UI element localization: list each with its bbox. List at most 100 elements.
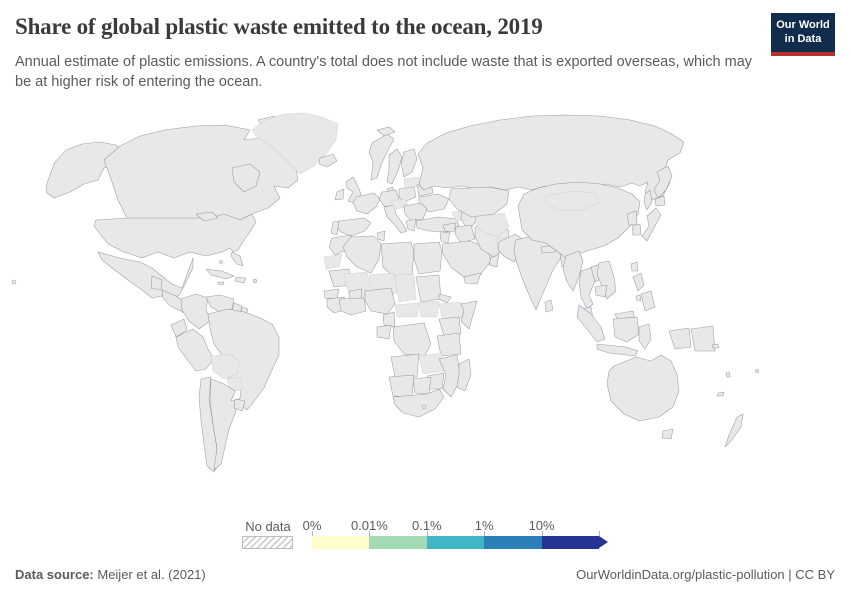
country-sweden[interactable] <box>386 148 403 185</box>
country-cuba[interactable] <box>205 268 235 280</box>
country-ethiopia[interactable] <box>438 301 468 323</box>
country-usa-florida[interactable] <box>230 251 244 267</box>
country-venezuela[interactable] <box>205 294 235 313</box>
country-congo-gabon[interactable] <box>376 324 392 340</box>
country-united-states[interactable] <box>93 213 257 259</box>
country-senegal[interactable] <box>323 288 340 300</box>
legend-bin-1-10[interactable] <box>484 536 542 549</box>
country-yemen[interactable] <box>463 272 482 285</box>
country-cameroon[interactable] <box>382 311 396 328</box>
country-chad[interactable] <box>394 273 417 303</box>
country-kazakhstan[interactable] <box>448 186 510 218</box>
country-south-korea[interactable] <box>631 223 642 236</box>
country-vanuatu[interactable] <box>725 371 731 378</box>
country-philippines-visayas[interactable] <box>635 294 642 302</box>
data-source-note: Data source: Meijer et al. (2021) <box>15 567 206 582</box>
country-central-asia[interactable] <box>474 212 510 238</box>
country-tasmania[interactable] <box>661 428 674 440</box>
country-hawaii[interactable] <box>11 279 17 285</box>
country-dr-congo[interactable] <box>392 322 432 358</box>
country-south-sudan[interactable] <box>418 300 440 318</box>
country-indonesia-west-papua[interactable] <box>668 327 692 350</box>
country-angola[interactable] <box>390 353 420 378</box>
country-indonesia-sulawesi[interactable] <box>638 323 652 350</box>
country-iceland[interactable] <box>318 153 338 168</box>
country-spain[interactable] <box>335 217 372 237</box>
country-svalbard[interactable] <box>376 126 396 137</box>
credit-link[interactable]: OurWorldinData.org/plastic-pollution | C… <box>576 567 835 582</box>
country-myanmar[interactable] <box>562 250 584 292</box>
country-somalia[interactable] <box>460 300 478 330</box>
country-peru[interactable] <box>175 328 215 372</box>
country-nigeria[interactable] <box>364 287 396 315</box>
country-burkina-faso[interactable] <box>348 288 363 300</box>
country-uruguay[interactable] <box>233 398 246 412</box>
country-central-african-republic[interactable] <box>394 302 420 318</box>
country-madagascar[interactable] <box>456 358 472 392</box>
legend-bin-0-0.01[interactable] <box>312 536 370 549</box>
country-ireland[interactable] <box>334 188 345 201</box>
country-tanzania[interactable] <box>436 332 462 357</box>
country-finland[interactable] <box>400 148 418 178</box>
country-botswana[interactable] <box>412 376 432 395</box>
country-egypt[interactable] <box>413 241 443 275</box>
country-russia-kamchatka[interactable] <box>653 165 673 199</box>
no-data-swatch[interactable] <box>242 536 293 549</box>
country-ecuador[interactable] <box>170 318 188 338</box>
country-indonesia-sumatra[interactable] <box>576 304 606 343</box>
country-mongolia[interactable] <box>544 190 599 211</box>
country-mexico[interactable] <box>97 251 194 300</box>
country-taiwan[interactable] <box>630 261 639 272</box>
country-south-africa[interactable] <box>392 388 445 418</box>
country-syria[interactable] <box>442 222 457 233</box>
country-tunisia[interactable] <box>376 230 386 242</box>
country-sudan[interactable] <box>415 274 442 303</box>
country-balkans[interactable] <box>403 202 428 222</box>
country-indonesia-java[interactable] <box>596 343 639 357</box>
country-mozambique[interactable] <box>438 354 462 398</box>
country-portugal[interactable] <box>330 220 340 236</box>
country-western-sahara[interactable] <box>323 253 343 270</box>
country-hispaniola[interactable] <box>234 276 247 284</box>
country-saudi-arabia[interactable] <box>441 240 492 278</box>
country-france[interactable] <box>352 192 381 215</box>
country-new-caledonia[interactable] <box>716 391 725 397</box>
country-indonesia-borneo[interactable] <box>612 316 640 343</box>
country-cambodia[interactable] <box>594 284 608 298</box>
country-papua-new-guinea[interactable] <box>690 325 716 352</box>
country-norway[interactable] <box>368 133 395 181</box>
country-greenland[interactable] <box>251 112 339 175</box>
country-vietnam[interactable] <box>596 260 617 300</box>
country-solomon-islands[interactable] <box>711 343 720 349</box>
legend-bin-0.01-0.1[interactable] <box>369 536 427 549</box>
country-jamaica[interactable] <box>217 281 225 286</box>
country-philippines-mindanao[interactable] <box>640 290 656 312</box>
country-australia[interactable] <box>606 354 680 422</box>
country-iraq[interactable] <box>454 224 476 244</box>
legend-bin-0.1-1[interactable] <box>426 536 485 549</box>
country-uganda-kenya[interactable] <box>438 316 462 337</box>
country-bahamas[interactable] <box>219 260 223 264</box>
country-ivory-coast-ghana[interactable] <box>338 297 367 316</box>
country-fiji[interactable] <box>755 369 759 373</box>
country-puerto-rico[interactable] <box>252 278 258 284</box>
country-jordan-israel[interactable] <box>439 231 451 244</box>
country-sri-lanka[interactable] <box>544 299 554 313</box>
country-bolivia[interactable] <box>210 353 240 380</box>
country-new-zealand[interactable] <box>724 413 744 448</box>
country-japan-hokkaido[interactable] <box>654 195 666 207</box>
country-philippines-luzon[interactable] <box>632 272 645 292</box>
country-namibia[interactable] <box>388 374 415 398</box>
country-russia-sakhalin[interactable] <box>643 189 653 211</box>
country-japan-honshu[interactable] <box>641 207 662 242</box>
legend-bin-10-plus[interactable] <box>541 536 599 549</box>
country-algeria[interactable] <box>342 235 382 274</box>
country-libya[interactable] <box>380 241 415 278</box>
country-north-korea[interactable] <box>626 210 638 226</box>
country-eritrea[interactable] <box>438 293 452 304</box>
owid-logo[interactable]: Our World in Data <box>771 13 835 56</box>
country-greece[interactable] <box>405 218 417 232</box>
country-lesotho[interactable] <box>421 404 427 410</box>
country-guatemala[interactable] <box>150 275 163 291</box>
country-argentina[interactable] <box>209 378 240 471</box>
